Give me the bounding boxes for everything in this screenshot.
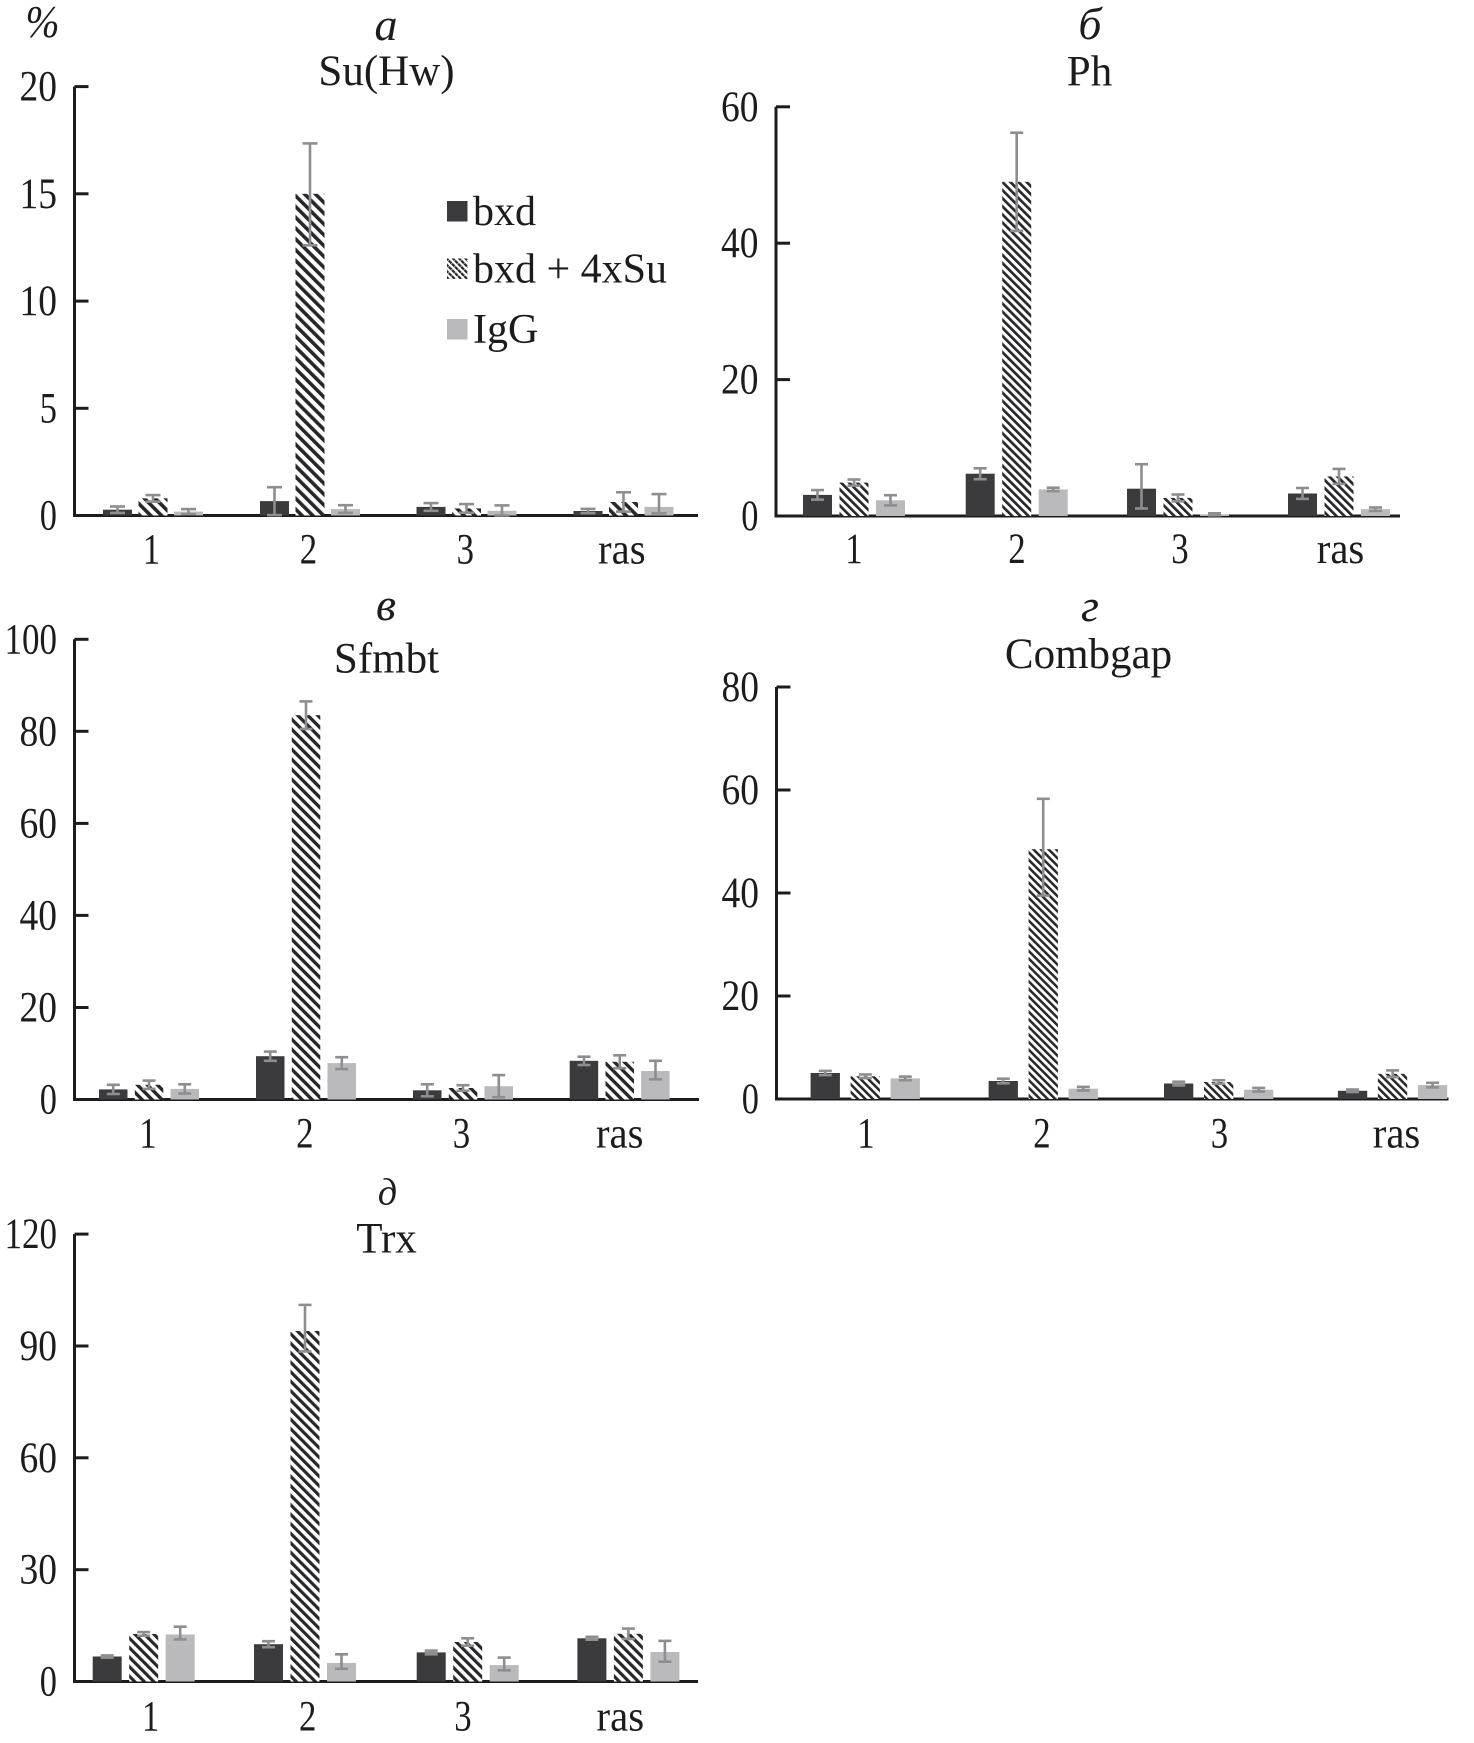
svg-text:ras: ras <box>596 1111 644 1158</box>
svg-text:б: б <box>1078 0 1103 49</box>
svg-text:1: 1 <box>143 527 160 574</box>
svg-text:3: 3 <box>457 527 474 574</box>
svg-text:bxd: bxd <box>473 189 536 235</box>
svg-text:ras: ras <box>1317 526 1365 573</box>
svg-text:20: 20 <box>20 985 58 1032</box>
svg-text:2: 2 <box>299 1694 316 1741</box>
svg-text:д: д <box>378 1172 397 1214</box>
svg-text:10: 10 <box>20 278 58 325</box>
svg-text:Sfmbt: Sfmbt <box>334 636 439 683</box>
svg-text:0: 0 <box>741 493 758 540</box>
svg-text:40: 40 <box>20 892 58 939</box>
svg-text:80: 80 <box>20 708 58 755</box>
svg-text:2: 2 <box>296 1111 313 1158</box>
svg-text:в: в <box>376 579 396 630</box>
svg-text:0: 0 <box>40 1659 57 1706</box>
svg-text:60: 60 <box>20 800 58 847</box>
svg-text:15: 15 <box>20 171 58 218</box>
svg-text:2: 2 <box>300 527 317 574</box>
svg-text:IgG: IgG <box>473 307 538 353</box>
svg-text:90: 90 <box>20 1323 58 1370</box>
svg-text:Su(Hw): Su(Hw) <box>318 48 454 95</box>
svg-text:20: 20 <box>721 357 759 404</box>
svg-text:ras: ras <box>597 1694 645 1741</box>
svg-text:Combgap: Combgap <box>1005 631 1172 678</box>
svg-text:1: 1 <box>142 1694 159 1741</box>
svg-text:80: 80 <box>722 664 760 711</box>
svg-text:60: 60 <box>722 767 760 814</box>
svg-text:1: 1 <box>139 1111 156 1158</box>
svg-text:%: % <box>26 0 60 47</box>
svg-text:3: 3 <box>453 1111 470 1158</box>
svg-text:120: 120 <box>5 1211 58 1258</box>
svg-text:20: 20 <box>722 973 760 1020</box>
svg-text:0: 0 <box>40 493 57 540</box>
svg-text:0: 0 <box>40 1077 57 1124</box>
svg-text:30: 30 <box>20 1547 58 1594</box>
svg-text:а: а <box>375 0 398 50</box>
svg-text:40: 40 <box>722 870 760 917</box>
svg-text:Trx: Trx <box>356 1216 417 1263</box>
svg-text:0: 0 <box>742 1076 759 1123</box>
svg-text:ras: ras <box>1373 1111 1421 1158</box>
svg-text:60: 60 <box>20 1435 58 1482</box>
svg-text:Ph: Ph <box>1067 49 1112 96</box>
svg-text:60: 60 <box>721 84 759 131</box>
svg-text:40: 40 <box>721 220 759 267</box>
svg-text:2: 2 <box>1033 1111 1050 1158</box>
svg-text:ras: ras <box>598 527 646 574</box>
svg-text:5: 5 <box>40 385 57 432</box>
svg-text:г: г <box>1081 580 1099 631</box>
svg-text:1: 1 <box>857 1111 874 1158</box>
svg-text:3: 3 <box>1211 1111 1228 1158</box>
svg-text:2: 2 <box>1008 526 1025 573</box>
svg-text:20: 20 <box>20 64 58 111</box>
svg-text:3: 3 <box>1171 526 1188 573</box>
svg-text:bxd + 4xSu: bxd + 4xSu <box>473 247 667 293</box>
svg-text:3: 3 <box>454 1694 471 1741</box>
svg-text:1: 1 <box>845 526 862 573</box>
svg-text:100: 100 <box>5 616 58 663</box>
